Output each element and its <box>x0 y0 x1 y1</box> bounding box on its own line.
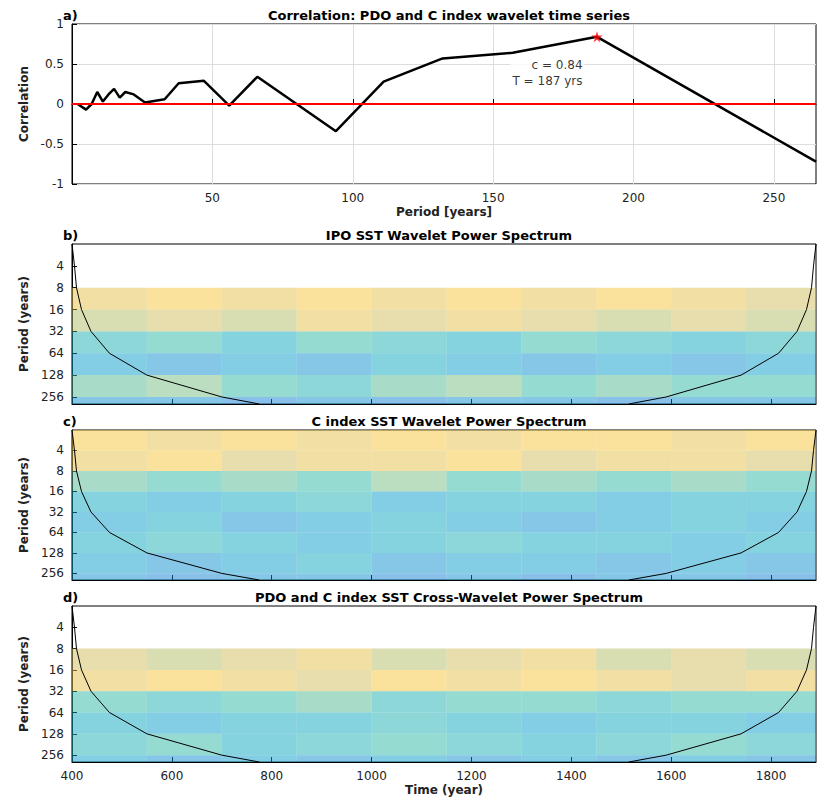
svg-text:-0.5: -0.5 <box>41 137 64 151</box>
svg-text:64: 64 <box>49 346 64 360</box>
svg-text:8: 8 <box>56 642 64 656</box>
svg-text:Time (year): Time (year) <box>405 783 483 797</box>
svg-text:1800: 1800 <box>756 769 787 783</box>
svg-text:d): d) <box>63 590 78 605</box>
svg-text:b): b) <box>63 228 78 243</box>
svg-text:c): c) <box>63 414 77 429</box>
svg-text:400: 400 <box>61 769 84 783</box>
svg-text:PDO and C index SST Cross-Wave: PDO and C index SST Cross-Wavelet Power … <box>255 590 643 605</box>
svg-text:16: 16 <box>49 484 64 498</box>
svg-text:256: 256 <box>41 748 64 762</box>
svg-text:Period (years): Period (years) <box>17 636 31 732</box>
svg-text:128: 128 <box>41 546 64 560</box>
svg-text:T = 187 yrs: T = 187 yrs <box>511 74 582 88</box>
svg-text:c = 0.84: c = 0.84 <box>532 58 583 72</box>
svg-text:1200: 1200 <box>456 769 487 783</box>
svg-text:-1: -1 <box>52 177 64 191</box>
svg-text:Correlation: PDO and C index w: Correlation: PDO and C index wavelet tim… <box>268 8 630 23</box>
svg-text:8: 8 <box>56 464 64 478</box>
svg-text:150: 150 <box>482 191 505 205</box>
svg-text:1400: 1400 <box>556 769 587 783</box>
svg-text:0.5: 0.5 <box>45 57 64 71</box>
svg-text:128: 128 <box>41 727 64 741</box>
svg-text:8: 8 <box>56 281 64 295</box>
svg-text:64: 64 <box>49 706 64 720</box>
svg-text:4: 4 <box>56 443 64 457</box>
svg-text:1000: 1000 <box>356 769 387 783</box>
svg-text:0: 0 <box>56 97 64 111</box>
svg-text:Period (years): Period (years) <box>17 276 31 372</box>
svg-text:32: 32 <box>49 324 64 338</box>
svg-text:50: 50 <box>205 191 220 205</box>
svg-text:100: 100 <box>341 191 364 205</box>
svg-text:IPO SST Wavelet Power Spectrum: IPO SST Wavelet Power Spectrum <box>326 228 572 243</box>
svg-text:Period (years): Period (years) <box>17 457 31 553</box>
svg-text:32: 32 <box>49 684 64 698</box>
svg-text:Period [years]: Period [years] <box>396 205 492 219</box>
svg-text:128: 128 <box>41 368 64 382</box>
svg-text:600: 600 <box>160 769 183 783</box>
svg-text:256: 256 <box>41 566 64 580</box>
svg-text:32: 32 <box>49 505 64 519</box>
svg-text:4: 4 <box>56 259 64 273</box>
svg-text:16: 16 <box>49 663 64 677</box>
svg-text:1: 1 <box>56 17 64 31</box>
svg-text:a): a) <box>63 8 78 23</box>
svg-text:1600: 1600 <box>656 769 687 783</box>
svg-text:200: 200 <box>622 191 645 205</box>
svg-text:800: 800 <box>260 769 283 783</box>
svg-text:250: 250 <box>762 191 785 205</box>
svg-text:Correlation: Correlation <box>17 66 31 142</box>
svg-text:16: 16 <box>49 303 64 317</box>
svg-text:64: 64 <box>49 525 64 539</box>
svg-text:256: 256 <box>41 390 64 404</box>
svg-text:4: 4 <box>56 620 64 634</box>
svg-text:C index SST Wavelet Power Spec: C index SST Wavelet Power Spectrum <box>311 414 586 429</box>
